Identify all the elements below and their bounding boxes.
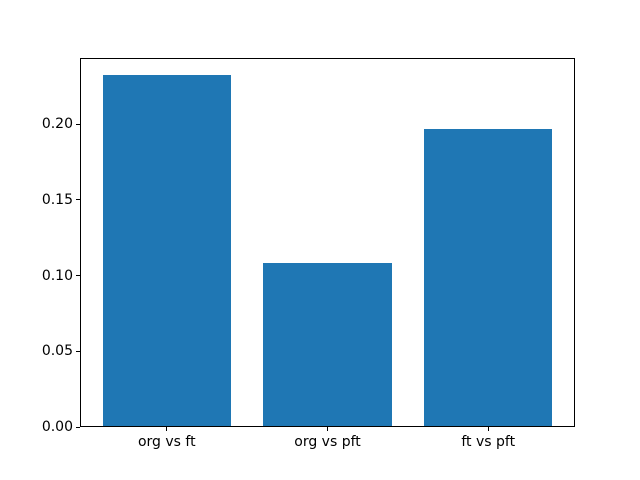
x-tick-mark: [166, 427, 168, 431]
y-tick-label: 0.05: [41, 343, 73, 360]
y-tick-label: 0.00: [41, 419, 73, 435]
y-tick-label: 0.15: [41, 191, 73, 208]
x-tick-mark: [487, 427, 489, 431]
x-tick-label: org vs pft: [294, 434, 361, 450]
bar-org-vs-ft: [103, 75, 232, 426]
y-tick-mark: [76, 123, 80, 125]
bar-org-vs-pft: [263, 263, 392, 426]
x-tick-label: org vs ft: [137, 434, 196, 450]
x-tick-label: ft vs pft: [461, 434, 516, 450]
bar-ft-vs-pft: [423, 129, 552, 426]
plot-area: [80, 58, 575, 427]
y-tick-mark: [76, 350, 80, 352]
y-tick-label: 0.20: [41, 116, 73, 133]
y-tick-mark: [76, 199, 80, 201]
y-tick-label: 0.10: [41, 267, 73, 284]
x-tick-mark: [327, 427, 328, 431]
y-tick-mark: [76, 275, 80, 277]
y-tick-mark: [76, 426, 80, 428]
